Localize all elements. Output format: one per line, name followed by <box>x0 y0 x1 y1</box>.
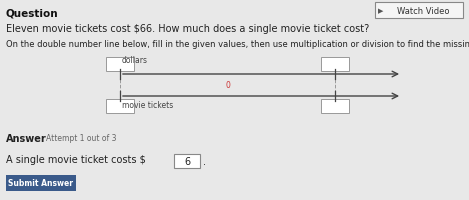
Text: 6: 6 <box>184 156 190 166</box>
Bar <box>6 175 76 191</box>
Text: Eleven movie tickets cost $66. How much does a single movie ticket cost?: Eleven movie tickets cost $66. How much … <box>6 24 369 34</box>
Text: On the double number line below, fill in the given values, then use multiplicati: On the double number line below, fill in… <box>6 40 469 49</box>
Bar <box>321 58 349 72</box>
Text: Watch Video: Watch Video <box>397 6 449 15</box>
Text: Attempt 1 out of 3: Attempt 1 out of 3 <box>46 133 116 142</box>
Text: dollars: dollars <box>122 56 148 65</box>
Bar <box>321 100 349 113</box>
Text: Answer: Answer <box>6 133 47 143</box>
Text: movie tickets: movie tickets <box>122 100 173 109</box>
Bar <box>106 100 134 113</box>
Text: 0: 0 <box>225 81 230 90</box>
Text: Submit Answer: Submit Answer <box>8 179 74 188</box>
Text: Question: Question <box>6 8 59 18</box>
Text: .: . <box>203 156 206 166</box>
Text: A single movie ticket costs $: A single movie ticket costs $ <box>6 154 146 164</box>
Bar <box>375 3 463 19</box>
Bar <box>106 58 134 72</box>
Bar <box>174 154 200 168</box>
Text: ▶: ▶ <box>378 8 383 14</box>
